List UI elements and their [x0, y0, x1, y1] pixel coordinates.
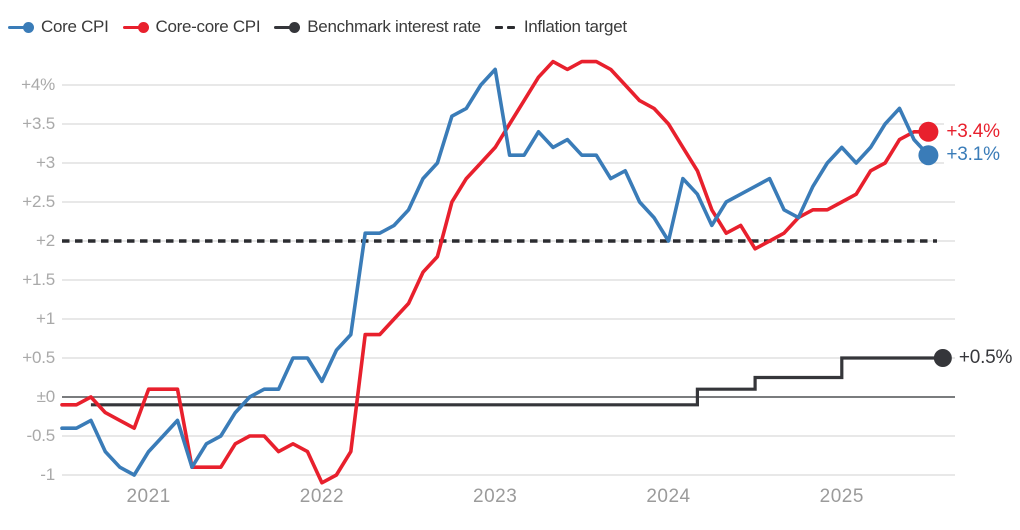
- y-tick-label: +1.5: [22, 270, 55, 289]
- y-tick-label: +0.5: [22, 348, 55, 367]
- y-tick-label: -1: [40, 465, 55, 484]
- core-cpi-end-label: +3.1%: [944, 143, 1002, 168]
- y-tick-label: +4%: [21, 75, 55, 94]
- y-tick-label: +2.5: [22, 192, 55, 211]
- benchmark-rate-end-label: +0.5%: [956, 346, 1015, 370]
- y-tick-label: +3: [36, 153, 55, 172]
- legend-label: Benchmark interest rate: [307, 17, 481, 36]
- legend-label: Inflation target: [523, 17, 627, 36]
- dashed-line-marker: [494, 21, 517, 33]
- y-tick-label: +1: [36, 309, 55, 328]
- core-core-cpi-end-label: +3.4%: [944, 119, 1002, 144]
- line-dot-marker-black: [274, 21, 301, 33]
- x-tick-label: 2022: [299, 486, 345, 507]
- legend-item-benchmark-rate[interactable]: Benchmark interest rate: [274, 17, 481, 37]
- legend-item-core-cpi[interactable]: Core CPI: [8, 17, 109, 37]
- y-tick-label: ±0: [36, 387, 56, 406]
- y-tick-label: +2: [36, 231, 55, 250]
- x-tick-label: 2021: [126, 486, 171, 507]
- legend-item-core-core-cpi[interactable]: Core-core CPI: [122, 17, 261, 37]
- y-tick-label: -0.5: [26, 426, 56, 445]
- line-dot-marker-blue: [8, 21, 34, 33]
- legend-item-inflation-target[interactable]: Inflation target: [494, 17, 627, 37]
- x-tick-label: 2023: [473, 486, 518, 507]
- y-tick-label: +3.5: [22, 114, 55, 133]
- legend-label: Core CPI: [41, 17, 109, 36]
- line-dot-marker-red: [122, 21, 149, 33]
- x-tick-label: 2024: [646, 486, 691, 507]
- chart-legend: Core CPI Core-core CPI Benchmark interes…: [8, 17, 627, 37]
- x-tick-label: 2025: [819, 486, 864, 507]
- legend-label: Core-core CPI: [155, 17, 261, 36]
